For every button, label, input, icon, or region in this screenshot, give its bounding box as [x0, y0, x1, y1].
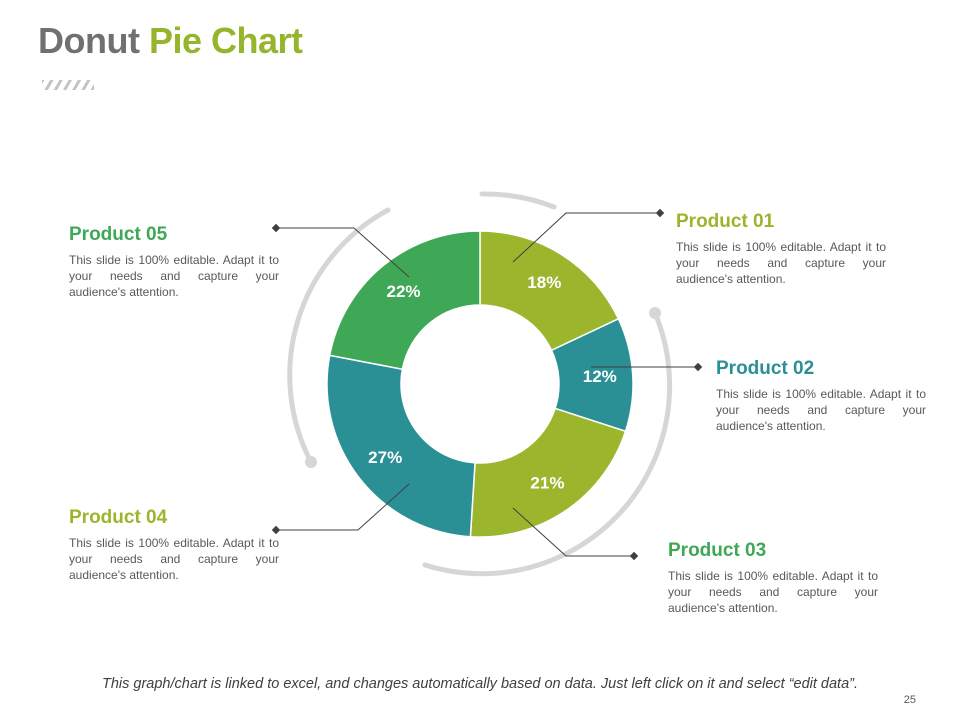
leader-line-product-03 [512, 507, 634, 557]
product-05-title: Product 05 [69, 224, 168, 245]
leader-line-product-01 [512, 212, 660, 263]
legend-block-product-01: Product 01 This slide is 100% editable. … [676, 211, 886, 287]
slice-label-product-01: 18% [527, 273, 561, 292]
leader-line-product-04 [276, 483, 410, 531]
title-hatch-decoration [42, 80, 94, 90]
outer-arc-left-knob [305, 456, 317, 468]
product-03-description: This slide is 100% editable. Adapt it to… [668, 569, 878, 615]
leader-marker-product-02 [693, 362, 703, 372]
slice-label-product-03: 21% [530, 474, 564, 493]
title-part-2: Pie Chart [148, 20, 303, 61]
legend-block-product-04: Product 04 This slide is 100% editable. … [69, 507, 279, 583]
donut-slice-product-03[interactable] [469, 407, 627, 538]
leader-marker-product-01 [655, 208, 665, 218]
slice-label-product-02: 12% [583, 367, 617, 386]
slice-label-product-04: 27% [368, 448, 402, 467]
outer-arc-right-knob [649, 307, 661, 319]
page-number: 25 [903, 694, 916, 706]
title-part-1: Donut [38, 20, 140, 61]
page-title: Donut Pie Chart [38, 20, 303, 62]
donut-slice-product-05[interactable] [328, 230, 481, 371]
product-02-description: This slide is 100% editable. Adapt it to… [716, 387, 926, 433]
product-04-title: Product 04 [69, 507, 168, 528]
leader-marker-product-05 [271, 223, 281, 233]
legend-block-product-02: Product 02 This slide is 100% editable. … [716, 358, 926, 434]
product-05-description: This slide is 100% editable. Adapt it to… [69, 253, 279, 299]
legend-block-product-03: Product 03 This slide is 100% editable. … [668, 540, 878, 616]
leader-marker-product-03 [629, 551, 639, 561]
product-01-title: Product 01 [676, 211, 775, 232]
leader-line-product-05 [276, 227, 410, 278]
product-01-description: This slide is 100% editable. Adapt it to… [676, 240, 886, 286]
product-02-title: Product 02 [716, 358, 815, 379]
outer-arc-right [422, 310, 673, 577]
footer-note: This graph/chart is linked to excel, and… [101, 676, 859, 692]
donut-slice-product-04[interactable] [326, 354, 476, 538]
leader-marker-product-04 [271, 525, 281, 535]
slice-label-product-05: 22% [386, 282, 420, 301]
outer-arc-left [287, 207, 391, 465]
legend-block-product-05: Product 05 This slide is 100% editable. … [69, 224, 279, 300]
product-04-description: This slide is 100% editable. Adapt it to… [69, 536, 279, 582]
outer-arc-top [479, 191, 557, 210]
product-03-title: Product 03 [668, 540, 767, 561]
